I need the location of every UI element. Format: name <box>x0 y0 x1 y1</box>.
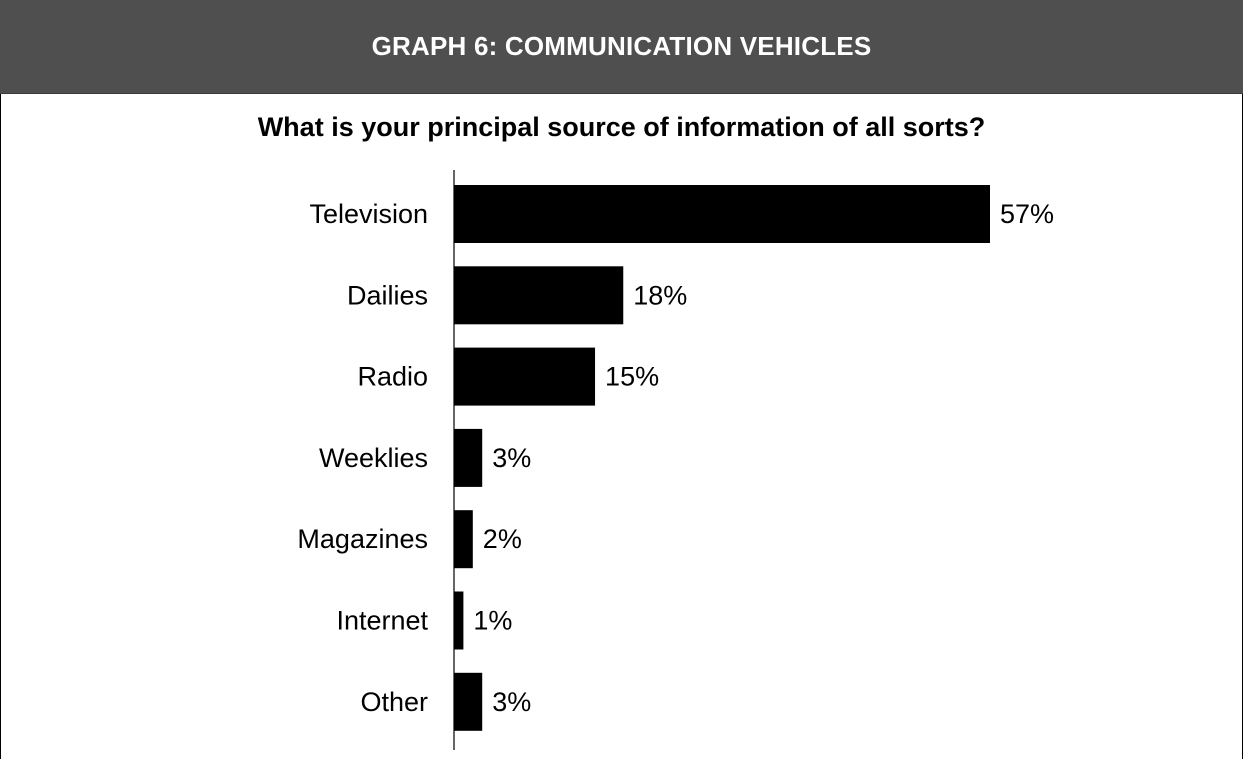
value-label-television: 57% <box>1000 199 1054 229</box>
bar-television <box>454 185 990 243</box>
graph-title: GRAPH 6: COMMUNICATION VEHICLES <box>371 31 872 61</box>
value-label-weeklies: 3% <box>492 443 531 473</box>
value-label-magazines: 2% <box>483 524 522 554</box>
bar-magazines <box>454 510 473 569</box>
category-label-other: Other <box>360 687 428 717</box>
bar-other <box>454 672 483 731</box>
bar-radio <box>454 347 596 406</box>
bar-internet <box>454 591 464 650</box>
header-bar: GRAPH 6: COMMUNICATION VEHICLES <box>0 0 1243 94</box>
category-label-radio: Radio <box>357 362 428 392</box>
value-label-other: 3% <box>492 687 531 717</box>
bar-weeklies <box>454 428 483 487</box>
chart-title: What is your principal source of informa… <box>257 112 986 142</box>
category-label-weeklies: Weeklies <box>319 443 428 473</box>
value-label-radio: 15% <box>605 362 659 392</box>
value-label-dailies: 18% <box>633 280 687 310</box>
bar-dailies <box>454 266 624 325</box>
category-label-internet: Internet <box>336 606 428 636</box>
category-label-television: Television <box>309 199 428 229</box>
value-label-internet: 1% <box>473 606 512 636</box>
category-label-dailies: Dailies <box>347 280 428 310</box>
category-label-magazines: Magazines <box>297 524 428 554</box>
